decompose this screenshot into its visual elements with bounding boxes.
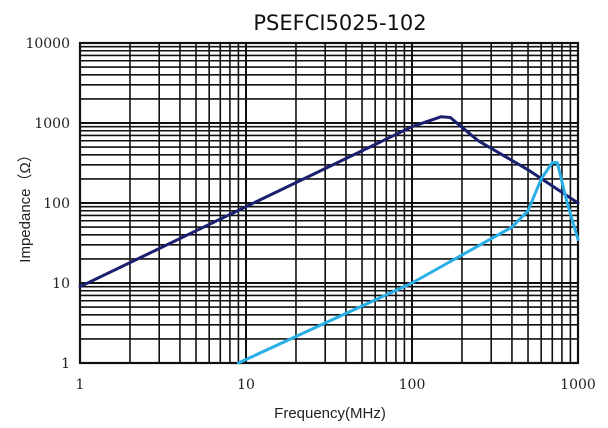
y-tick-label: 1000 [34,116,70,132]
y-axis-label: Impedance（Ω） [17,147,34,262]
series-line-1 [78,115,580,289]
y-tick-labels: 1 10 100 1000 10000 [25,36,70,372]
x-axis-label: Frequency(MHz) [274,405,386,422]
y-tick-label: 100 [43,196,70,212]
chart-title: PSEFCI5025-102 [253,11,426,35]
x-tick-label: 1000 [560,377,596,393]
series-layer [78,115,580,365]
x-tick-label: 1 [76,377,85,393]
x-tick-labels: 1 10 100 1000 [76,377,596,393]
grid-lines [78,41,580,365]
x-tick-label: 100 [399,377,426,393]
x-tick-label: 10 [237,377,255,393]
series-line-2 [236,161,580,365]
y-tick-label: 1 [61,356,70,372]
y-tick-label: 10 [52,276,70,292]
y-tick-label: 10000 [25,36,70,52]
